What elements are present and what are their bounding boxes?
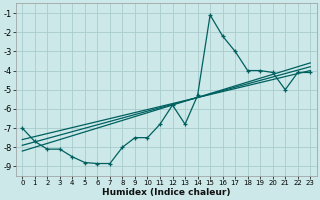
X-axis label: Humidex (Indice chaleur): Humidex (Indice chaleur) xyxy=(102,188,230,197)
